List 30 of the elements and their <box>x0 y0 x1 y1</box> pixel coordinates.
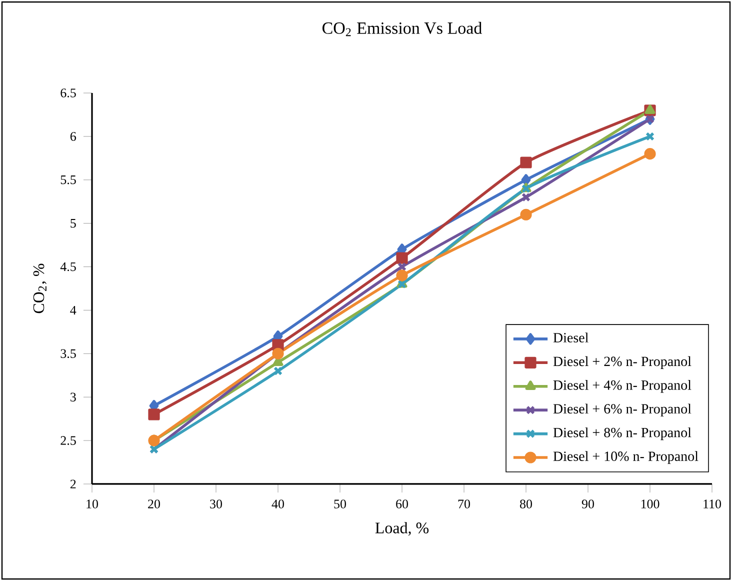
y-tick-label: 6 <box>70 132 76 141</box>
x-tick-label: 10 <box>86 500 98 508</box>
legend-label: Diesel + 6% n- Propanol <box>553 404 692 416</box>
y-tick-label: 2 <box>70 480 76 488</box>
x-tick-label: 80 <box>520 500 532 508</box>
x-tick-label: 30 <box>210 500 222 508</box>
x-tick-label: 60 <box>396 500 408 508</box>
chart-title: CO$_{2}$ Emission Vs Load <box>322 22 482 36</box>
y-axis-title: CO$_{2}$, % <box>33 264 46 314</box>
x-tick-label: 20 <box>148 500 160 508</box>
x-tick-label: 90 <box>582 500 594 508</box>
legend-label: Diesel + 8% n- Propanol <box>553 427 692 440</box>
legend-label: Diesel + 10% n- Propanol <box>553 451 698 464</box>
y-tick-label: 2.5 <box>60 436 76 445</box>
y-tick-label: 5 <box>70 219 76 228</box>
legend-label: Diesel + 2% n- Propanol <box>553 356 692 369</box>
y-tick-label: 4 <box>70 306 76 314</box>
legend-label: Diesel <box>553 332 588 342</box>
x-tick-label: 70 <box>458 500 470 508</box>
x-tick-label: 100 <box>641 500 660 508</box>
y-tick-label: 4.5 <box>60 262 76 272</box>
y-tick-label: 6.5 <box>60 88 76 98</box>
y-tick-label: 3 <box>70 392 76 402</box>
x-tick-label: 50 <box>334 500 346 508</box>
y-tick-label: 3.5 <box>60 349 76 358</box>
x-tick-label: 110 <box>704 500 722 508</box>
y-tick-label: 5.5 <box>60 176 76 184</box>
x-tick-label: 40 <box>272 500 284 508</box>
legend-label: Diesel + 4% n- Propanol <box>553 380 692 393</box>
x-axis-title: Load, % <box>375 522 429 536</box>
